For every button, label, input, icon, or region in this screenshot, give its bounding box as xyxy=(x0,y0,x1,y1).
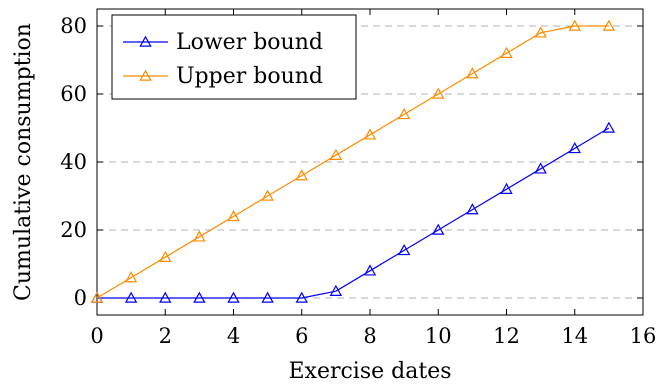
y-axis-label: Cumulative consumption xyxy=(11,23,36,301)
data-point xyxy=(568,141,581,154)
legend: Lower bound Upper bound xyxy=(111,14,357,100)
data-point xyxy=(329,148,343,160)
legend-box xyxy=(111,14,357,100)
series-0 xyxy=(90,121,616,303)
data-point xyxy=(363,264,377,276)
data-point xyxy=(193,230,206,242)
data-point xyxy=(90,291,104,303)
data-point xyxy=(159,250,172,262)
data-point xyxy=(534,26,547,38)
data-point xyxy=(295,169,308,181)
data-point xyxy=(193,291,206,303)
y-tick-label: 60 xyxy=(60,82,87,106)
x-tick-label: 14 xyxy=(561,324,588,348)
legend-label: Upper bound xyxy=(176,64,323,89)
x-tick-label: 8 xyxy=(363,324,376,348)
data-point xyxy=(500,182,513,194)
series-layer xyxy=(90,19,616,303)
data-point xyxy=(159,291,172,303)
series-1 xyxy=(90,19,616,303)
legend-marker xyxy=(139,35,152,47)
data-point xyxy=(261,291,274,303)
data-point xyxy=(329,284,343,296)
y-tick-label: 0 xyxy=(74,286,87,310)
data-point xyxy=(261,189,274,201)
data-point xyxy=(534,162,547,174)
y-tick-label: 40 xyxy=(60,150,87,174)
data-point xyxy=(466,67,479,79)
x-axis-label: Exercise dates xyxy=(288,359,451,384)
data-point xyxy=(227,209,240,222)
legend-marker xyxy=(139,69,152,81)
data-point xyxy=(602,19,616,31)
data-point xyxy=(363,128,377,140)
data-point xyxy=(397,107,411,120)
x-tick-label: 6 xyxy=(295,324,308,348)
x-tick-label: 16 xyxy=(630,324,656,348)
y-tick-label: 80 xyxy=(60,14,87,38)
data-point xyxy=(602,121,616,133)
series-line xyxy=(96,25,609,299)
series-line xyxy=(97,127,610,299)
data-point xyxy=(568,19,581,31)
data-point xyxy=(432,87,445,99)
x-tick-label: 12 xyxy=(493,324,520,348)
data-point xyxy=(466,203,479,215)
data-point xyxy=(124,291,138,303)
x-tick-label: 4 xyxy=(227,324,240,348)
data-point xyxy=(432,223,445,235)
x-tick-label: 2 xyxy=(159,324,172,348)
legend-label: Lower bound xyxy=(176,30,323,55)
data-point xyxy=(295,291,308,303)
x-tick-label: 0 xyxy=(90,324,103,348)
data-point xyxy=(124,271,138,283)
data-point xyxy=(227,291,240,303)
y-tick-label: 20 xyxy=(60,218,87,242)
axis-ticks: 0 20 40 60 80 0 2 4 6 8 10 12 14 16 xyxy=(60,9,656,348)
x-tick-label: 10 xyxy=(425,324,452,348)
data-point xyxy=(500,46,513,58)
data-point xyxy=(397,243,411,256)
